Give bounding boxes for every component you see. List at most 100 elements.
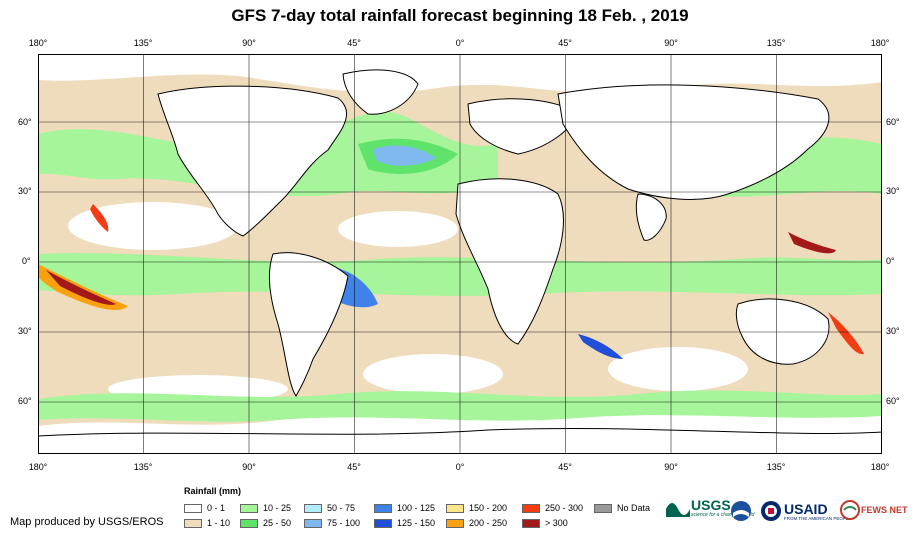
- lon-label: 90°: [242, 462, 256, 472]
- lat-label: 0°: [22, 256, 31, 266]
- legend-item: 50 - 75: [304, 502, 355, 514]
- lon-label: 0°: [455, 462, 465, 472]
- asia: [557, 84, 830, 200]
- lon-label: 135°: [766, 462, 786, 472]
- usgs-logo-text: USGS: [691, 497, 731, 513]
- south-america: [268, 252, 349, 397]
- legend-item: 150 - 200: [446, 502, 507, 514]
- europe: [467, 98, 579, 155]
- lon-label: 180°: [870, 462, 890, 472]
- map-title: GFS 7-day total rainfall forecast beginn…: [231, 6, 689, 25]
- lon-label: 180°: [870, 38, 890, 48]
- usgs-tagline: science for a changing world: [691, 512, 755, 518]
- legend-item: No Data: [594, 502, 650, 514]
- lat-label: 30°: [886, 326, 900, 336]
- fewsnet-logo: FEWS NET: [840, 500, 908, 520]
- legend-item: 250 - 300: [522, 502, 583, 514]
- usgs-wave-icon: [666, 503, 690, 517]
- rain-50-75: [373, 145, 436, 166]
- legend-label: 200 - 250: [469, 518, 508, 528]
- usaid-tagline: FROM THE AMERICAN PEOPLE: [784, 515, 852, 521]
- lat-label: 30°: [886, 186, 900, 196]
- lat-label: 60°: [886, 396, 900, 406]
- legend-swatch: [522, 503, 540, 513]
- rainfall-map: [38, 54, 882, 454]
- lon-label: 45°: [347, 462, 361, 472]
- rain-heavy-west-pacific: [788, 232, 836, 254]
- lon-label: 45°: [558, 462, 572, 472]
- dry-region: [608, 347, 748, 391]
- lon-label: 180°: [28, 462, 48, 472]
- legend-swatch: [240, 518, 258, 528]
- lon-label: 135°: [133, 38, 153, 48]
- lon-label: 180°: [28, 38, 48, 48]
- legend-swatch: [374, 503, 392, 513]
- legend-item: > 300: [522, 517, 568, 529]
- fewsnet-globe-icon: [840, 500, 860, 520]
- lat-label: 0°: [886, 256, 895, 266]
- rain-heavy-madagascar: [578, 334, 623, 359]
- dry-region: [68, 202, 238, 250]
- legend-item: 125 - 150: [374, 517, 435, 529]
- legend-label: 50 - 75: [327, 503, 356, 513]
- lon-label: 0°: [455, 38, 465, 48]
- india: [635, 193, 667, 241]
- rain-heavy-south-pacific: [38, 264, 128, 311]
- usaid-seal-icon: [761, 501, 781, 521]
- rain-heavy-hawaii: [90, 204, 109, 232]
- lon-label: 45°: [347, 38, 361, 48]
- legend-label: 100 - 125: [397, 503, 436, 513]
- legend-swatch: [184, 503, 202, 513]
- legend-label: 0 - 1: [207, 503, 226, 513]
- map-frame: [38, 54, 882, 454]
- usaid-logo: USAID FROM THE AMERICAN PEOPLE: [760, 500, 851, 522]
- legend-title: Rainfall (mm): [184, 486, 242, 496]
- lat-label: 30°: [18, 326, 32, 336]
- lon-label: 90°: [664, 462, 678, 472]
- lat-label: 30°: [18, 186, 32, 196]
- graticule: [38, 54, 882, 454]
- legend-swatch: [304, 518, 322, 528]
- legend-label: 125 - 150: [397, 518, 436, 528]
- legend-swatch: [184, 518, 202, 528]
- legend-item: 25 - 50: [240, 517, 291, 529]
- legend-label: 250 - 300: [545, 503, 584, 513]
- legend-item: 1 - 10: [184, 517, 230, 529]
- legend-label: 10 - 25: [263, 503, 292, 513]
- fewsnet-logo-text: FEWS NET: [861, 505, 908, 515]
- lon-label: 90°: [664, 38, 678, 48]
- legend-label: > 300: [545, 518, 568, 528]
- legend-item: 200 - 250: [446, 517, 507, 529]
- dry-region: [363, 354, 503, 394]
- legend-label: No Data: [617, 503, 651, 513]
- usgs-logo: USGS science for a changing world: [666, 498, 754, 518]
- lon-label: 135°: [766, 38, 786, 48]
- legend-label: 150 - 200: [469, 503, 508, 513]
- legend-swatch: [304, 503, 322, 513]
- noaa-logo-icon: [730, 500, 752, 522]
- lon-label: 135°: [133, 462, 153, 472]
- australia: [735, 298, 830, 365]
- dry-region: [338, 211, 458, 247]
- lat-label: 60°: [886, 117, 900, 127]
- africa: [455, 178, 564, 345]
- legend-swatch: [594, 503, 612, 513]
- greenland: [342, 69, 419, 115]
- legend-item: 100 - 125: [374, 502, 435, 514]
- legend-item: 75 - 100: [304, 517, 360, 529]
- lat-label: 60°: [18, 396, 32, 406]
- legend-swatch: [374, 518, 392, 528]
- map-credit: Map produced by USGS/EROS: [10, 516, 164, 528]
- legend-swatch: [240, 503, 258, 513]
- legend-swatch: [446, 503, 464, 513]
- usaid-logo-text: USAID: [784, 500, 828, 517]
- north-america: [157, 85, 348, 237]
- legend-item: 10 - 25: [240, 502, 291, 514]
- legend-swatch: [522, 518, 540, 528]
- rain-heavy-south-pacific: [46, 270, 116, 305]
- rain-heavy-east-australia: [828, 312, 864, 355]
- legend-item: 0 - 1: [184, 502, 225, 514]
- legend-swatch: [446, 518, 464, 528]
- lat-label: 60°: [18, 117, 32, 127]
- lon-label: 90°: [242, 38, 256, 48]
